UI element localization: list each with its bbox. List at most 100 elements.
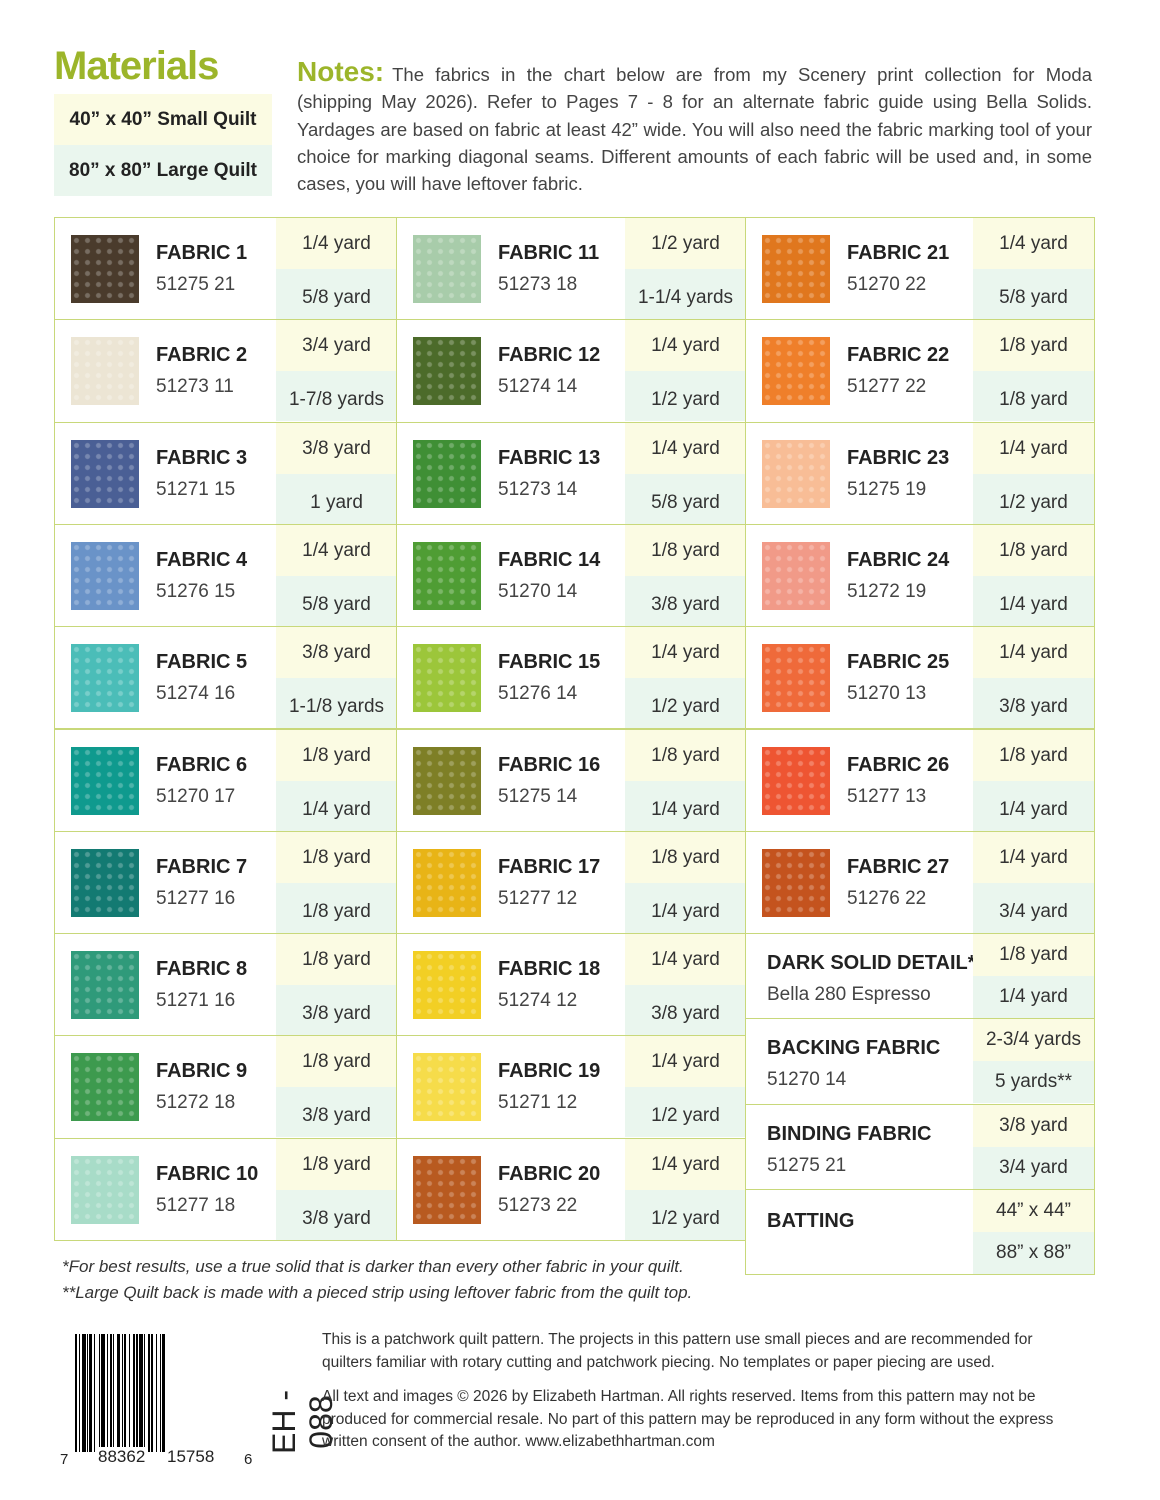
- fabric-cell: FABRIC 15 51276 14 1/4 yard 1/2 yard: [396, 626, 746, 730]
- barcode-bar: [123, 1334, 127, 1452]
- footnote-2: **Large Quilt back is made with a pieced…: [62, 1283, 693, 1302]
- fabric-cell: FABRIC 6 51270 17 1/8 yard 1/4 yard: [54, 728, 397, 832]
- fabric-code: 51275 21: [156, 274, 236, 295]
- fabric-code: 51274 16: [156, 683, 236, 705]
- fabric-name: FABRIC 9: [156, 1060, 248, 1083]
- barcode-bar: [121, 1334, 123, 1452]
- fabric-swatch-image: [413, 746, 481, 815]
- barcode-bar: [101, 1334, 105, 1452]
- fabric-code: 51272 19: [847, 580, 927, 602]
- barcode-bar: [77, 1334, 79, 1452]
- large-quilt-yardage: 1/4 yard: [973, 780, 1094, 831]
- fabric-name: FABRIC 15: [498, 651, 601, 674]
- fabric-swatch-image: [71, 746, 139, 815]
- large-quilt-yardage: 5/8 yard: [973, 269, 1094, 319]
- fabric-code: 51270 17: [156, 785, 236, 807]
- barcode-bar: [82, 1334, 86, 1452]
- fabric-name: FABRIC 17: [498, 855, 601, 878]
- fabric-cell: FABRIC 25 51270 13 1/4 yard 3/8 yard: [745, 626, 1095, 730]
- fabric-cell: FABRIC 4 51276 15 1/4 yard 5/8 yard: [54, 523, 397, 628]
- fabric-name: FABRIC 3: [156, 446, 248, 469]
- fabric-code: 51277 16: [156, 887, 236, 909]
- barcode-bar: [133, 1334, 135, 1452]
- barcode-bar: [75, 1334, 78, 1452]
- large-quilt-yardage: 1/4 yard: [625, 780, 746, 831]
- large-quilt-yardage: 1/8 yard: [276, 882, 397, 933]
- large-quilt-yardage: 3/8 yard: [625, 575, 746, 626]
- small-quilt-yardage: 3/8 yard: [276, 627, 397, 679]
- fabric-swatch-image: [762, 746, 830, 815]
- fabric-name: FABRIC 10: [156, 1162, 259, 1185]
- fabric-swatch-image: [413, 644, 481, 713]
- large-quilt-yardage: 3/8 yard: [625, 985, 746, 1036]
- small-quilt-yardage: 1/4 yard: [625, 934, 746, 986]
- large-quilt-yardage: 3/8 yard: [276, 985, 397, 1036]
- small-quilt-yardage: 1/4 yard: [625, 320, 746, 372]
- large-quilt-yardage: 1-1/4 yards: [625, 269, 746, 319]
- fabric-swatch-image: [71, 439, 139, 508]
- fabric-cell: FABRIC 2 51273 11 3/4 yard 1-7/8 yards: [54, 319, 397, 423]
- fabric-code: 51270 13: [847, 683, 927, 705]
- fabric-name: FABRIC 2: [156, 344, 248, 367]
- fabric-name: FABRIC 19: [498, 1060, 601, 1083]
- small-quilt-yardage: 1/8 yard: [973, 729, 1094, 781]
- fabric-name: FABRIC 23: [847, 446, 950, 469]
- fabric-swatch-image: [71, 1155, 139, 1224]
- fabric-swatch-image: [413, 951, 481, 1020]
- fabric-code: 51273 18: [498, 274, 578, 295]
- large-quilt-yardage: 3/4 yard: [973, 882, 1094, 933]
- fabric-name: FABRIC 6: [156, 753, 248, 776]
- fabric-cell: FABRIC 24 51272 19 1/8 yard 1/4 yard: [745, 523, 1095, 628]
- barcode-bar: [78, 1334, 80, 1452]
- barcode-bar: [98, 1334, 101, 1452]
- small-quilt-yardage: 1/4 yard: [276, 218, 397, 269]
- extra-material-cell: BATTING 44” x 44” 88” x 88”: [745, 1189, 1095, 1276]
- fabric-code: 51275 14: [498, 785, 578, 807]
- barcode-bar: [151, 1334, 153, 1452]
- fabric-name: FABRIC 7: [156, 855, 248, 878]
- small-quilt-yardage: 2-3/4 yards: [973, 1019, 1094, 1062]
- fabric-code: 51274 14: [498, 376, 578, 398]
- large-quilt-yardage: 1/2 yard: [625, 1087, 746, 1138]
- barcode-bar: [164, 1334, 166, 1452]
- fabric-code: 51277 12: [498, 887, 578, 909]
- barcode-right-digits: 15758: [165, 1447, 217, 1467]
- barcode-bar: [79, 1334, 83, 1452]
- large-quilt-yardage: 1-1/8 yards: [276, 678, 397, 729]
- small-quilt-yardage: 1/8 yard: [276, 831, 397, 883]
- barcode-bar: [107, 1334, 109, 1452]
- fabric-code: 51277 18: [156, 1194, 236, 1216]
- small-quilt-yardage: 1/8 yard: [625, 831, 746, 883]
- fabric-code: 51271 16: [156, 990, 236, 1012]
- large-quilt-yardage: 1/4 yard: [973, 976, 1094, 1019]
- small-quilt-yardage: 1/4 yard: [625, 627, 746, 679]
- fabric-code: 51277 13: [847, 785, 927, 807]
- small-quilt-yardage: 3/4 yard: [276, 320, 397, 372]
- fabric-cell: FABRIC 8 51271 16 1/8 yard 3/8 yard: [54, 933, 397, 1037]
- small-quilt-yardage: 1/8 yard: [973, 934, 1094, 977]
- fabric-cell: FABRIC 18 51274 12 1/4 yard 3/8 yard: [396, 933, 746, 1037]
- small-quilt-yardage: 1/4 yard: [973, 831, 1094, 883]
- fabric-code: 51274 12: [498, 990, 578, 1012]
- barcode-bar: [138, 1334, 140, 1452]
- fabric-swatch-image: [413, 1155, 481, 1224]
- barcode-bar: [86, 1334, 89, 1452]
- barcode-bar: [159, 1334, 161, 1452]
- material-code: 51270 14: [767, 1069, 847, 1091]
- fabric-code: 51273 22: [498, 1194, 578, 1216]
- barcode-bar: [95, 1334, 99, 1452]
- fabric-name: FABRIC 1: [156, 242, 248, 264]
- fabric-cell: FABRIC 17 51277 12 1/8 yard 1/4 yard: [396, 830, 746, 935]
- small-quilt-yardage: 1/8 yard: [276, 729, 397, 781]
- large-quilt-yardage: 3/8 yard: [276, 1087, 397, 1138]
- barcode-bar: [108, 1334, 110, 1452]
- fabric-name: FABRIC 13: [498, 446, 601, 469]
- fabric-cell: FABRIC 12 51274 14 1/4 yard 1/2 yard: [396, 319, 746, 423]
- fabric-name: FABRIC 25: [847, 651, 950, 674]
- fabric-cell: FABRIC 10 51277 18 1/8 yard 3/8 yard: [54, 1137, 397, 1241]
- barcode-bar: [122, 1334, 124, 1452]
- small-quilt-yardage: 1/8 yard: [276, 1036, 397, 1088]
- barcode-bar: [88, 1334, 90, 1452]
- barcode-bar: [135, 1334, 139, 1452]
- fabric-code: 51275 19: [847, 478, 927, 500]
